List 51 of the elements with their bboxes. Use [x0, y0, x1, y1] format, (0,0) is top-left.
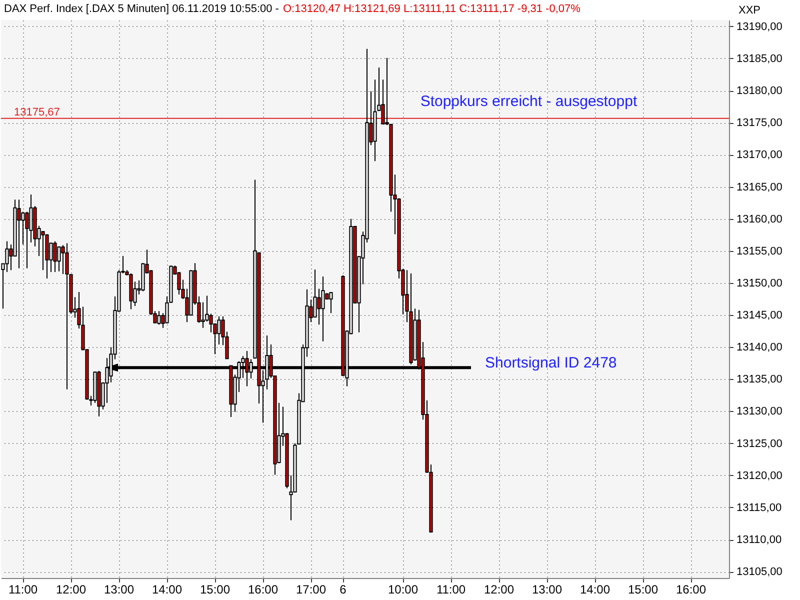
candlestick [25, 211, 29, 269]
y-tick-label: 13190,00 [736, 20, 782, 33]
candlestick [217, 316, 221, 346]
candlestick [329, 291, 333, 314]
y-axis-title: XXP [738, 4, 761, 16]
candlestick [5, 240, 9, 273]
x-tick-label: 11:00 [436, 582, 466, 596]
x-tick-label: 10:00 [388, 582, 418, 596]
x-tick-label: 6 [340, 582, 347, 596]
chart-subtitle: O:13120,47 H:13121,69 L:13111,11 C:13111,17 -9,31 -0,07% [282, 3, 580, 15]
y-tick-label: 13110,00 [736, 534, 782, 546]
x-tick-label: 16:00 [248, 582, 278, 596]
x-tick-label: 11:00 [8, 582, 38, 596]
y-tick-label: 13175,00 [736, 117, 782, 130]
candlestick [157, 310, 161, 326]
x-tick-label: 15:00 [628, 582, 658, 596]
candlestick [17, 199, 21, 269]
x-tick-label: 12:00 [56, 582, 86, 596]
y-tick-label: 13150,00 [736, 277, 782, 290]
x-tick-label: 15:00 [200, 582, 230, 596]
candlestick [65, 242, 69, 390]
x-tick-label: 13:00 [104, 582, 134, 596]
candlestick [21, 211, 25, 245]
chart-title: DAX Perf. Index [.DAX 5 Minuten] 06.11.2019 10:55:00 - [4, 3, 279, 15]
x-tick-label: 17:00 [296, 582, 326, 596]
y-tick-label: 13160,00 [736, 213, 782, 226]
y-tick-label: 13135,00 [736, 374, 782, 386]
y-tick-label: 13155,00 [736, 245, 782, 258]
x-tick-label: 16:00 [676, 582, 706, 596]
y-tick-label: 13170,00 [736, 149, 782, 162]
y-tick-label: 13120,00 [736, 470, 782, 482]
series-label: Shortsignal ID 2478 [485, 354, 617, 372]
y-tick-label: 13115,00 [736, 502, 782, 514]
candlestick [317, 288, 321, 326]
y-tick-label: 13185,00 [736, 52, 782, 65]
x-tick-label: 14:00 [152, 582, 182, 596]
x-tick-label: 12:00 [484, 582, 514, 596]
y-tick-label: 13180,00 [736, 85, 782, 98]
candlestick [53, 240, 57, 273]
y-tick-label: 13145,00 [736, 310, 782, 322]
x-tick-label: 13:00 [532, 582, 562, 596]
y-tick-label: 13105,00 [736, 566, 782, 578]
candlestick [57, 246, 61, 272]
candlestick [321, 276, 325, 342]
ref-line-label: 13175,67 [14, 106, 60, 118]
y-tick-label: 13130,00 [736, 406, 782, 418]
y-tick-label: 13165,00 [736, 181, 782, 194]
y-tick-label: 13140,00 [736, 342, 782, 354]
x-tick-label: 14:00 [580, 582, 610, 596]
y-tick-label: 13125,00 [736, 438, 782, 450]
annotation: Stoppkurs erreicht - ausgestoppt [420, 93, 638, 110]
